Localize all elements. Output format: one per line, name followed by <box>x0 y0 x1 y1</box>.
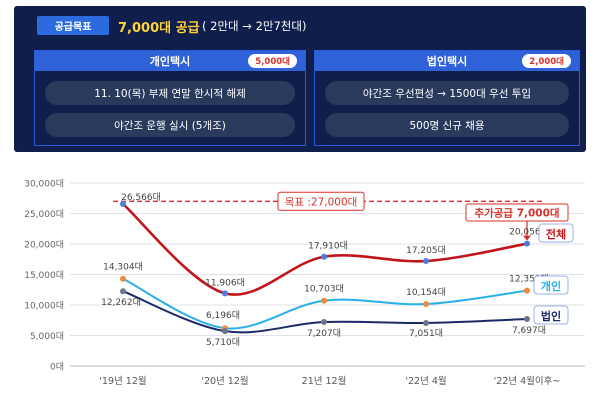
data-point <box>321 319 327 326</box>
y-tick-label: 0대 <box>50 362 64 373</box>
series-line-2 <box>122 290 528 334</box>
extra-supply-label: 추가공급 7,000대 <box>474 207 559 220</box>
personal-item-2: 야간조 운행 실시 (5개조) <box>45 113 295 137</box>
data-label: 7,051대 <box>409 328 443 339</box>
data-point <box>524 287 530 294</box>
extra-arrow-head <box>523 235 531 241</box>
taxi-supply-line-chart: 0대 5,000대 10,000대 15,000대 20,000대 25,000대 30,0… <box>24 179 585 387</box>
y-tick-label: 15,000대 <box>24 270 64 281</box>
x-tick-label: 21년 12월 <box>302 375 347 387</box>
series-name-label: 전체 <box>546 227 566 241</box>
data-point <box>120 288 126 295</box>
corporate-item-2: 500명 신규 채용 <box>325 113 569 137</box>
corporate-taxi-box: 법인택시 2,000대 야간조 우선편성 → 1500대 우선 투입 500명 … <box>314 50 580 146</box>
data-point <box>423 301 429 308</box>
data-label: 17,910대 <box>308 241 348 252</box>
personal-taxi-box: 개인택시 5,000대 11. 10(목) 부제 연말 한시적 해제 야간조 운… <box>34 50 306 146</box>
data-point <box>423 258 429 265</box>
data-label: 11,906대 <box>205 277 245 288</box>
data-label: 10,154대 <box>406 287 446 298</box>
data-label: 7,697대 <box>512 325 546 336</box>
data-label: 12,262대 <box>101 297 141 308</box>
data-label: 5,710대 <box>206 337 240 348</box>
data-point <box>524 240 530 247</box>
data-label: 20,056대 <box>509 227 549 238</box>
data-label: 14,304대 <box>103 262 143 273</box>
data-point <box>120 275 126 282</box>
data-label: 6,196대 <box>206 310 240 321</box>
series-name-box <box>533 305 569 325</box>
data-label: 10,703대 <box>304 284 344 295</box>
data-point <box>423 319 429 326</box>
corporate-taxi-count: 2,000대 <box>522 54 571 68</box>
data-label: 7,207대 <box>307 328 341 339</box>
personal-taxi-header: 개인택시 5,000대 <box>35 51 305 71</box>
goal-sub-text: ( 2만대 → 2만7천대) <box>202 19 307 33</box>
target-label: 목표 :27,000대 <box>285 196 358 208</box>
data-point <box>120 200 126 207</box>
series-name-box <box>538 223 574 243</box>
data-point <box>321 297 327 304</box>
data-label: 26,566대 <box>121 192 161 203</box>
supply-goal-panel: 공급목표 7,000대 공급 ( 2만대 → 2만7천대) 개인택시 5,000… <box>14 6 586 152</box>
x-tick-label: '22년 4월 <box>405 375 446 387</box>
data-point <box>524 316 530 323</box>
data-label: 12,359대 <box>509 274 549 285</box>
y-tick-label: 10,000대 <box>24 301 64 312</box>
series-name-label: 법인 <box>541 309 561 323</box>
y-tick-label: 25,000대 <box>24 209 64 220</box>
personal-taxi-count: 5,000대 <box>248 54 297 68</box>
data-label: 17,205대 <box>406 245 446 256</box>
data-point <box>222 328 228 335</box>
x-tick-label: '20년 12월 <box>201 375 248 387</box>
x-tick-label: '19년 12월 <box>99 375 146 387</box>
series-name-box <box>533 275 569 295</box>
data-point <box>321 253 327 260</box>
target-label-box <box>277 191 365 211</box>
y-tick-label: 20,000대 <box>24 240 64 251</box>
goal-main-text: 7,000대 공급 <box>118 21 200 36</box>
y-tick-label: 5,000대 <box>30 331 64 342</box>
series-name-label: 개인 <box>541 279 561 293</box>
corporate-item-1: 야간조 우선편성 → 1500대 우선 투입 <box>325 81 569 105</box>
corporate-taxi-header: 법인택시 2,000대 <box>315 51 579 71</box>
x-tick-label: '22년 4월이후~ <box>494 375 561 387</box>
personal-taxi-title: 개인택시 <box>149 55 191 68</box>
personal-item-1: 11. 10(목) 부제 연말 한시적 해제 <box>45 81 295 105</box>
corporate-taxi-title: 법인택시 <box>426 55 468 68</box>
y-tick-label: 30,000대 <box>24 179 64 190</box>
extra-supply-box <box>465 203 569 222</box>
goal-badge: 공급목표 <box>37 16 109 35</box>
data-point <box>222 290 228 297</box>
